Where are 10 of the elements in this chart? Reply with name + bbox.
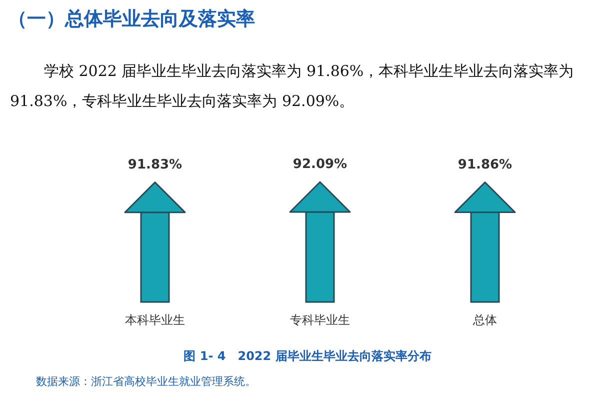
x-tick-label: 本科毕业生 — [125, 313, 185, 327]
chart-title: （一）总体毕业去向及落实率 — [8, 7, 255, 32]
caption: 图 1- 4 2022 届毕业生毕业去向落实率分布 — [182, 348, 432, 365]
x-tick-label: 专科毕业生 — [290, 313, 350, 327]
x-tick-label: 总体 — [472, 313, 497, 327]
data-label: 92.09% — [292, 157, 348, 172]
source-note: 数据来源：浙江省高校毕业生就业管理系统。 — [36, 374, 256, 389]
data-label: 91.86% — [458, 157, 512, 172]
data-label: 91.83% — [128, 157, 182, 172]
chart-subtitle: 学校 2022 届毕业生毕业去向落实率为 91.86%，本科毕业生毕业去向落实率为 91.83%，专科毕业生毕业去向落实率为 92.09%。 — [10, 61, 575, 112]
